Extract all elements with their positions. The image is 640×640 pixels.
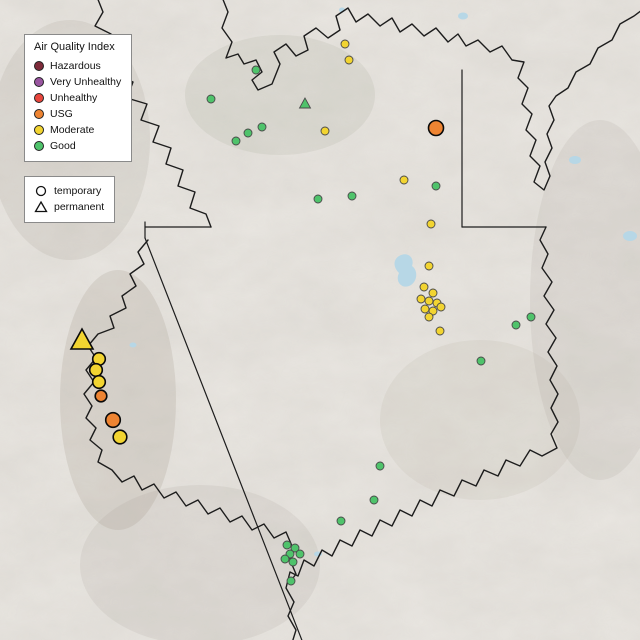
legend-item-label: Very Unhealthy xyxy=(50,76,122,88)
boundary-lines xyxy=(83,0,640,640)
aqi-station-marker[interactable] xyxy=(526,312,536,322)
aqi-station-marker[interactable] xyxy=(399,175,409,185)
legend-item-good: Good xyxy=(34,138,121,154)
legend-title: Air Quality Index xyxy=(34,41,115,53)
aqi-station-marker[interactable] xyxy=(476,356,486,366)
aqi-station-marker[interactable] xyxy=(416,294,426,304)
aqi-station-marker[interactable] xyxy=(298,97,312,109)
good-swatch-icon xyxy=(34,141,44,151)
lake xyxy=(623,231,637,241)
legend-item-label: temporary xyxy=(54,185,102,197)
legend-item-hazardous: Hazardous xyxy=(34,58,121,74)
aqi-station-marker[interactable] xyxy=(313,194,323,204)
lake xyxy=(129,342,137,348)
aqi-station-marker[interactable] xyxy=(511,320,521,330)
aqi-station-marker[interactable] xyxy=(369,495,379,505)
moderate-swatch-icon xyxy=(34,125,44,135)
aqi-station-marker[interactable] xyxy=(347,191,357,201)
aqi-station-marker[interactable] xyxy=(435,326,445,336)
usg-swatch-icon xyxy=(34,109,44,119)
aqi-station-marker[interactable] xyxy=(336,516,346,526)
aqi-legend: Air Quality Index Hazardous Very Unhealt… xyxy=(24,34,133,162)
aqi-station-marker[interactable] xyxy=(104,411,122,429)
aqi-station-marker[interactable] xyxy=(112,429,128,445)
aqi-station-marker[interactable] xyxy=(288,557,298,567)
aqi-station-marker[interactable] xyxy=(436,302,446,312)
lake xyxy=(569,156,581,164)
aqi-station-marker[interactable] xyxy=(206,94,216,104)
basin-boundary-line xyxy=(83,239,297,583)
aqi-station-marker[interactable] xyxy=(290,543,300,553)
legend-item-label: Moderate xyxy=(50,124,95,136)
aqi-station-marker[interactable] xyxy=(427,119,445,137)
legend-item-label: Unhealthy xyxy=(50,92,98,104)
aqi-station-marker[interactable] xyxy=(286,576,296,586)
legend-item-label: USG xyxy=(50,108,73,120)
aqi-station-marker[interactable] xyxy=(320,126,330,136)
legend-item-label: Good xyxy=(50,140,76,152)
permanent-triangle-icon xyxy=(34,200,48,213)
basin-boundary-line xyxy=(285,226,559,640)
lake xyxy=(458,12,468,20)
very-unhealthy-swatch-icon xyxy=(34,77,44,87)
aqi-station-marker[interactable] xyxy=(88,362,104,378)
aqi-station-marker[interactable] xyxy=(426,219,436,229)
aqi-station-marker[interactable] xyxy=(428,306,438,316)
aqi-station-marker[interactable] xyxy=(344,55,354,65)
aqi-station-marker[interactable] xyxy=(424,312,434,322)
shape-legend: temporary permanent xyxy=(24,176,116,223)
hazardous-swatch-icon xyxy=(34,61,44,71)
aqi-station-marker[interactable] xyxy=(424,261,434,271)
aqi-station-marker[interactable] xyxy=(243,128,253,138)
state-boundary-line xyxy=(144,237,303,640)
aqi-station-marker[interactable] xyxy=(424,296,434,306)
aqi-station-marker[interactable] xyxy=(251,65,261,75)
basin-boundary-line xyxy=(221,0,640,191)
aqi-markers-layer xyxy=(69,39,536,586)
temporary-circle-icon xyxy=(35,185,47,197)
legend-item-temporary: temporary xyxy=(34,183,104,199)
aqi-station-marker[interactable] xyxy=(94,389,108,403)
lake xyxy=(394,254,417,287)
unhealthy-swatch-icon xyxy=(34,93,44,103)
legend-item-usg: USG xyxy=(34,106,121,122)
aqi-station-marker[interactable] xyxy=(428,288,438,298)
legend-item-label: Hazardous xyxy=(50,60,101,72)
aqi-station-marker[interactable] xyxy=(375,461,385,471)
aqi-station-marker[interactable] xyxy=(231,136,241,146)
legend-item-unhealthy: Unhealthy xyxy=(34,90,121,106)
aqi-station-marker[interactable] xyxy=(420,304,430,314)
legend-item-label: permanent xyxy=(54,201,105,213)
aqi-station-marker[interactable] xyxy=(340,39,350,49)
legend-item-very-unhealthy: Very Unhealthy xyxy=(34,74,121,90)
aqi-station-marker[interactable] xyxy=(280,554,290,564)
aqi-station-marker[interactable] xyxy=(69,327,95,350)
aqi-station-marker[interactable] xyxy=(431,181,441,191)
legend-item-permanent: permanent xyxy=(34,199,104,215)
aqi-station-marker[interactable] xyxy=(257,122,267,132)
aqi-station-marker[interactable] xyxy=(282,540,292,550)
aqi-station-marker[interactable] xyxy=(91,374,107,390)
legend-item-moderate: Moderate xyxy=(34,122,121,138)
aqi-station-marker[interactable] xyxy=(419,282,429,292)
aqi-station-marker[interactable] xyxy=(295,549,305,559)
